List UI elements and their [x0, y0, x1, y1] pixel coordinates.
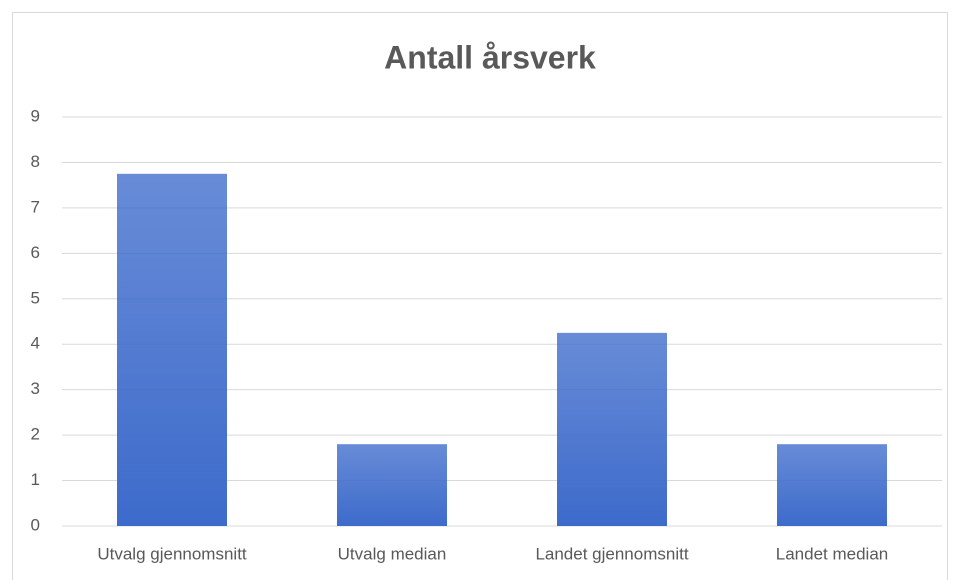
bar	[337, 444, 447, 526]
y-tick-label: 5	[31, 288, 40, 307]
bar	[777, 444, 887, 526]
y-tick-label: 1	[31, 470, 40, 489]
bar	[557, 332, 667, 526]
y-tick-label: 8	[31, 152, 40, 171]
x-tick-label: Utvalg gjennomsnitt	[97, 544, 247, 563]
y-tick-label: 0	[31, 515, 40, 534]
y-tick-label: 7	[31, 197, 40, 216]
bar	[117, 173, 227, 527]
x-tick-label: Landet gjennomsnitt	[535, 544, 688, 563]
y-tick-label: 2	[31, 425, 40, 444]
x-tick-label: Utvalg median	[338, 544, 447, 563]
x-tick-label: Landet median	[776, 544, 888, 563]
y-tick-label: 9	[31, 106, 40, 125]
chart-title: Antall årsverk	[384, 39, 596, 75]
y-tick-label: 3	[31, 379, 40, 398]
y-tick-label: 4	[31, 334, 40, 353]
y-tick-label: 6	[31, 243, 40, 262]
